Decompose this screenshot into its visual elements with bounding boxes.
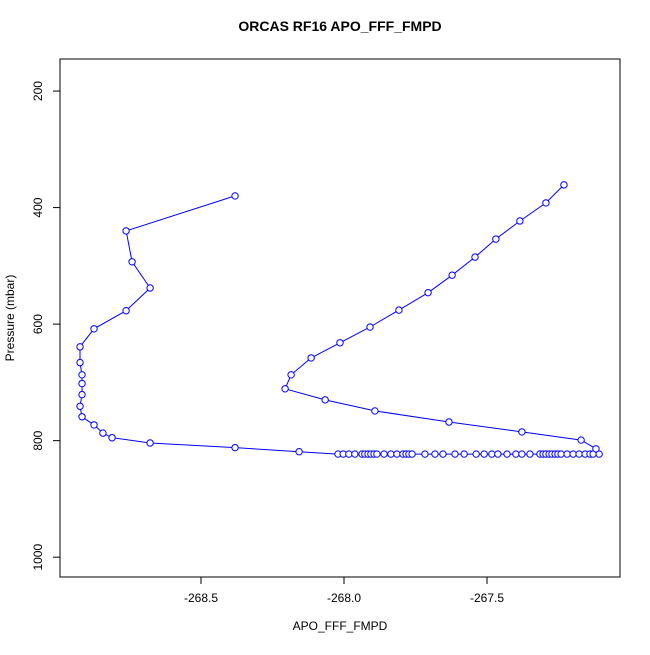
data-point: [480, 450, 488, 458]
data-point: [393, 450, 401, 458]
data-point: [395, 306, 403, 314]
data-point: [231, 192, 239, 200]
data-point: [336, 339, 344, 347]
data-point: [560, 181, 568, 189]
data-point: [281, 385, 289, 393]
data-point: [472, 450, 480, 458]
data-point: [295, 448, 303, 456]
data-point: [387, 450, 395, 458]
data-point: [448, 271, 456, 279]
data-point: [231, 443, 239, 452]
data-point: [122, 227, 130, 235]
data-point: [373, 450, 381, 458]
data-point: [78, 379, 86, 388]
y-tick-label: 400: [31, 197, 45, 217]
data-point: [569, 450, 577, 458]
data-point: [146, 439, 154, 447]
data-point: [366, 323, 374, 331]
y-tick-label: 200: [31, 81, 45, 101]
x-tick-label: -267.5: [470, 591, 504, 605]
data-point: [439, 450, 447, 458]
x-axis-label: APO_FFF_FMPD: [293, 619, 388, 633]
data-point: [518, 428, 526, 436]
chart-title: ORCAS RF16 APO_FFF_FMPD: [238, 18, 441, 34]
data-point: [512, 450, 520, 458]
data-point: [99, 429, 107, 437]
data-point: [421, 450, 429, 458]
data-point: [424, 288, 432, 297]
data-point: [460, 450, 468, 458]
data-point: [76, 402, 84, 410]
data-point: [90, 325, 98, 333]
data-point: [351, 450, 359, 458]
data-point: [471, 253, 479, 261]
x-tick-label: -268.5: [184, 591, 218, 605]
data-point: [526, 450, 534, 458]
data-point: [76, 358, 84, 367]
data-point: [321, 396, 329, 404]
data-point: [557, 450, 565, 458]
data-point: [345, 450, 353, 458]
data-point: [371, 407, 379, 415]
y-tick-label: 1000: [31, 544, 45, 571]
data-point: [516, 217, 524, 225]
data-point: [90, 421, 98, 429]
data-point: [592, 445, 600, 453]
data-point: [287, 371, 295, 379]
data-point: [451, 450, 459, 458]
data-point: [492, 235, 500, 243]
data-point: [78, 413, 86, 421]
data-point: [542, 199, 550, 207]
data-point: [146, 284, 154, 292]
data-point: [78, 390, 86, 399]
y-axis-label: Pressure (mbar): [3, 275, 17, 362]
data-point: [380, 450, 388, 458]
data-line: [79, 184, 600, 455]
data-point: [488, 450, 496, 458]
data-point: [494, 450, 502, 458]
y-tick-label: 800: [31, 430, 45, 450]
data-point: [595, 450, 603, 458]
data-point: [563, 450, 571, 458]
data-point: [431, 450, 439, 458]
y-tick-label: 600: [31, 314, 45, 334]
data-point: [78, 371, 86, 379]
data-point: [518, 450, 526, 458]
data-point: [128, 258, 136, 266]
data-point: [108, 434, 116, 442]
data-point: [503, 450, 511, 458]
data-point: [445, 418, 453, 426]
x-tick-label: -268.0: [327, 591, 361, 605]
data-point: [307, 354, 315, 362]
data-point: [122, 307, 130, 315]
data-point: [76, 343, 84, 351]
data-point: [577, 436, 585, 444]
data-point: [575, 450, 583, 458]
data-point: [408, 450, 416, 458]
plot-frame: [59, 58, 621, 578]
